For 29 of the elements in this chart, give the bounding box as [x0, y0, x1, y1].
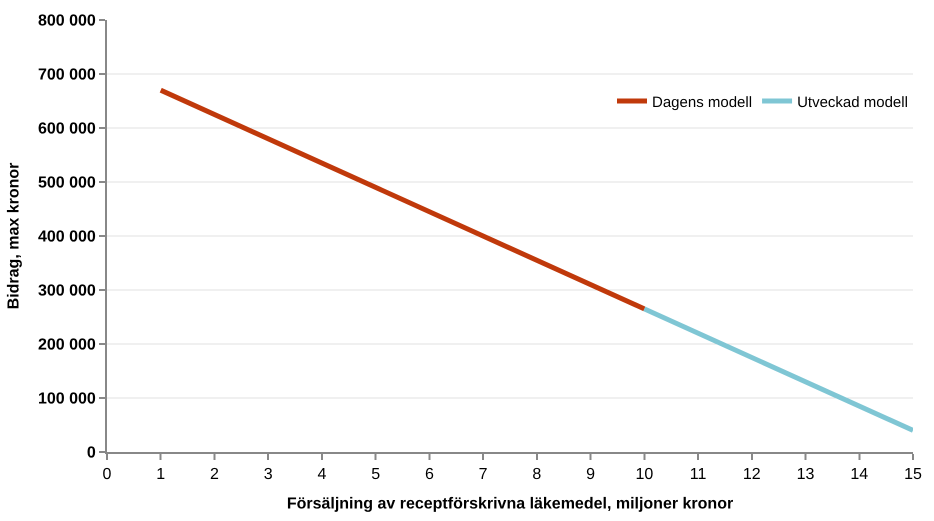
x-tick-label: 13 [796, 466, 815, 484]
x-tick-label: 11 [690, 466, 706, 484]
y-tick-label: 300 000 [38, 282, 96, 300]
x-tick-label: 7 [478, 466, 488, 484]
x-tick-label: 15 [904, 466, 922, 484]
x-tick-label: 9 [586, 466, 596, 484]
y-tick-label: 500 000 [38, 174, 96, 192]
x-tick-label: 5 [371, 466, 380, 484]
y-tick-label: 400 000 [38, 228, 96, 246]
y-tick-label: 200 000 [38, 336, 96, 354]
x-tick-label: 0 [102, 466, 112, 484]
x-tick-label: 4 [317, 466, 326, 484]
x-tick-label: 2 [210, 466, 220, 484]
y-axis-title: Bidrag, max kronor [5, 162, 22, 310]
y-tick-label: 800 000 [38, 12, 96, 30]
x-tick-label: 1 [156, 466, 166, 484]
x-tick-label: 3 [264, 466, 273, 484]
y-tick-label: 100 000 [38, 390, 96, 408]
y-tick-label: 0 [86, 444, 96, 462]
x-tick-label: 8 [532, 466, 542, 484]
legend-label: Dagens modell [652, 94, 752, 111]
x-tick-label: 12 [742, 466, 761, 484]
x-tick-label: 14 [850, 466, 868, 484]
x-axis-title: Försäljning av receptförskrivna läkemedel, miljoner kronor [286, 495, 734, 512]
legend-label: Utveckad modell [797, 94, 908, 111]
x-tick-label: 6 [424, 466, 434, 484]
y-tick-label: 700 000 [38, 66, 96, 84]
y-tick-label: 600 000 [38, 120, 96, 138]
x-tick-label: 10 [635, 466, 654, 484]
